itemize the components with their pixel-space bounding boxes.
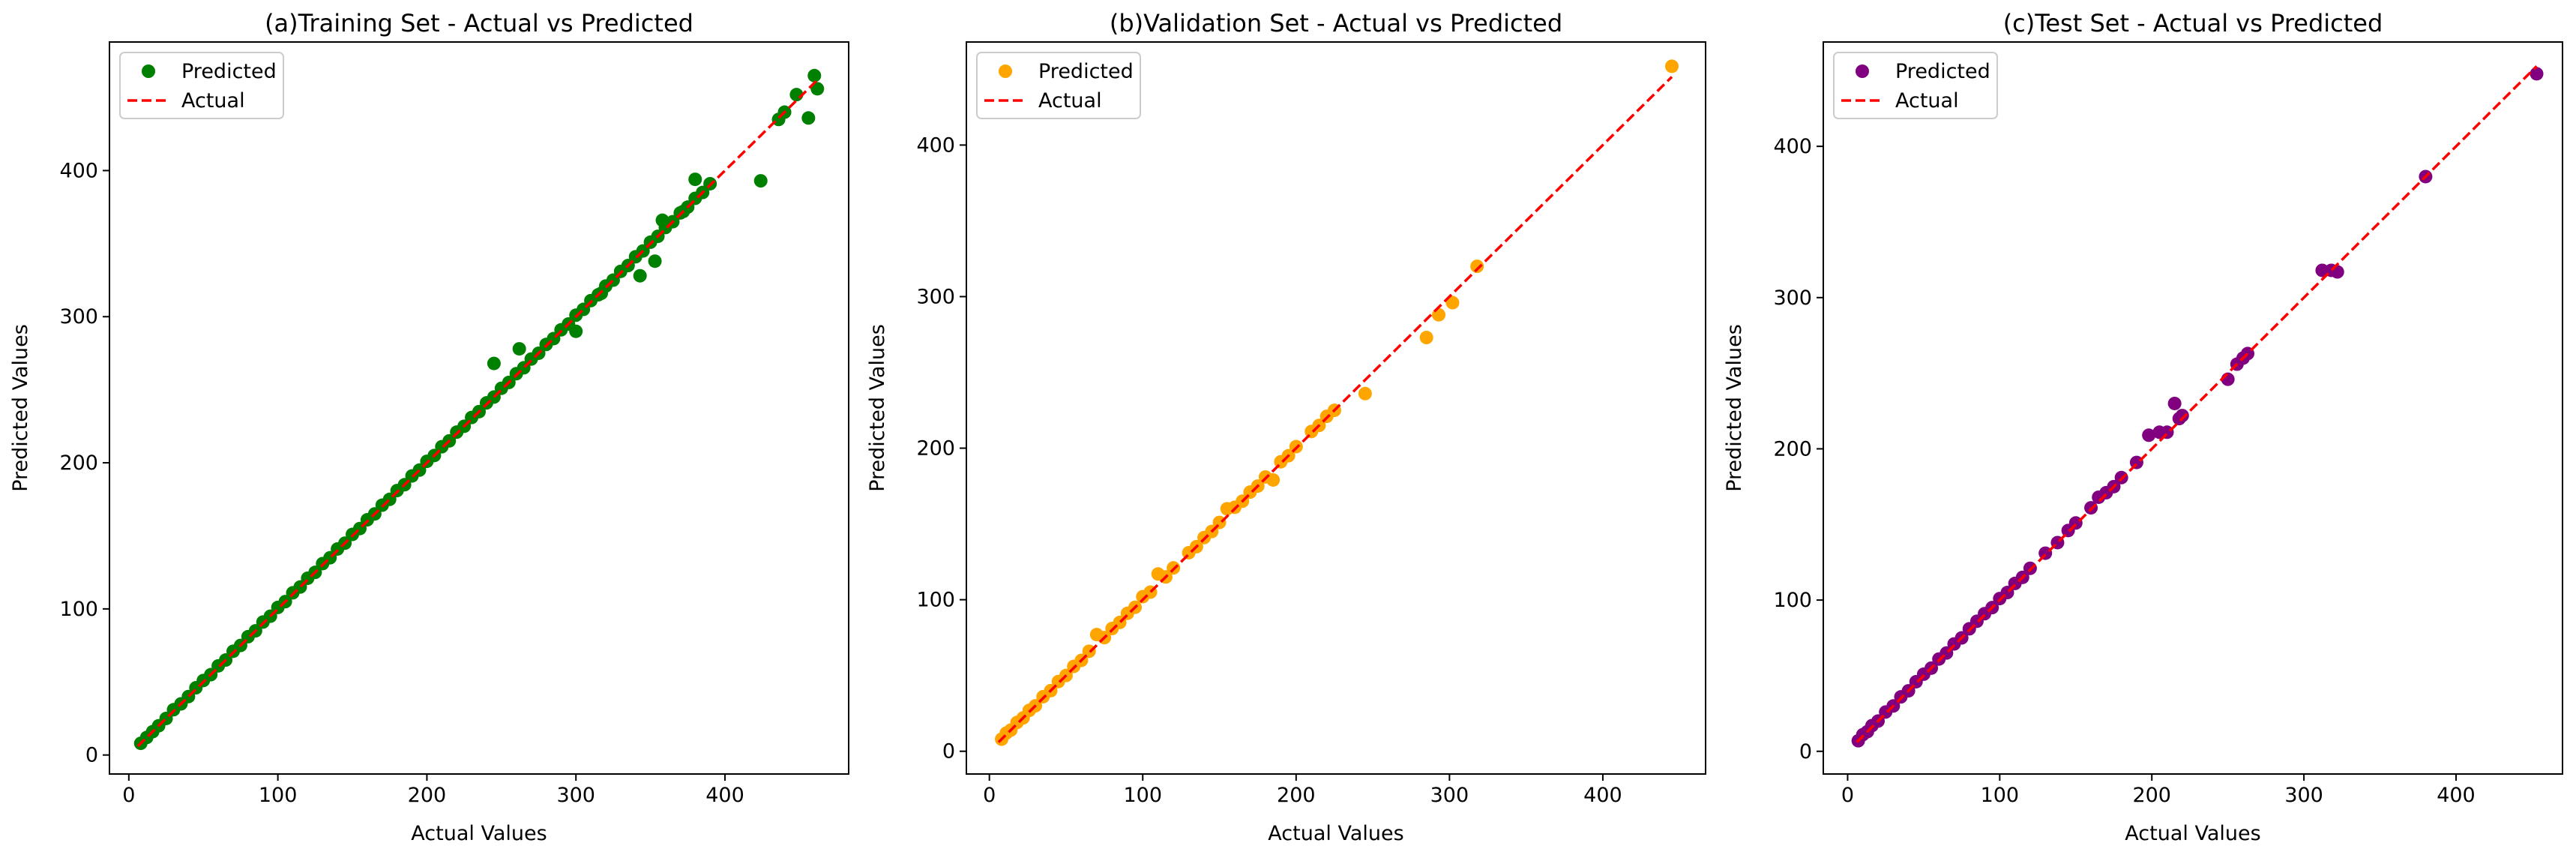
y-tick-label: 400 — [59, 159, 98, 182]
y-tick-label: 0 — [85, 744, 98, 767]
data-point — [648, 254, 662, 268]
y-axis-label: Predicted Values — [1723, 324, 1746, 492]
legend-label-predicted: Predicted — [181, 60, 277, 83]
data-point — [569, 324, 583, 338]
charts: (a)Training Set - Actual vs Predicted 0 10… — [9, 9, 2563, 845]
legend-label-predicted: Predicted — [1895, 60, 1990, 83]
y-tick-label: 300 — [1773, 286, 1812, 310]
legend-label-actual: Actual — [1038, 89, 1102, 112]
x-tick-label: 300 — [1430, 784, 1469, 807]
scatter-points — [1851, 67, 2544, 748]
x-axis-label: Actual Values — [1268, 822, 1403, 845]
legend: Predicted Actual — [1833, 52, 1998, 119]
x-axis-label: Actual Values — [2125, 822, 2260, 845]
x-tick-label: 100 — [1981, 784, 2020, 807]
y-tick-label: 100 — [59, 598, 98, 621]
y-tick-label: 0 — [942, 740, 955, 764]
y-tick-label: 400 — [916, 134, 955, 157]
plot-frame — [966, 41, 1706, 775]
chart-panel-1: (a)Training Set - Actual vs Predicted 0 10… — [9, 9, 849, 845]
legend-label-actual: Actual — [1895, 89, 1959, 112]
data-point — [512, 342, 526, 356]
data-point — [1445, 296, 1460, 310]
data-point — [2175, 409, 2189, 423]
x-tick-label: 0 — [122, 784, 135, 807]
data-point — [753, 174, 768, 188]
actual-line — [997, 76, 1673, 743]
x-tick-label: 400 — [705, 784, 744, 807]
data-point — [688, 172, 702, 187]
y-tick-label: 100 — [916, 589, 955, 612]
legend-marker-predicted — [142, 64, 155, 78]
legend-box — [119, 52, 284, 119]
legend-label-actual: Actual — [181, 89, 245, 112]
legend-box — [1833, 52, 1998, 119]
data-point — [2530, 67, 2544, 81]
x-tick-label: 100 — [1123, 784, 1162, 807]
data-point — [487, 356, 501, 370]
scatter-points — [995, 59, 1679, 746]
data-point — [633, 268, 647, 283]
x-tick-label: 0 — [983, 784, 996, 807]
chart-title: (c)Test Set - Actual vs Predicted — [2003, 9, 2383, 38]
plot-frame — [1823, 41, 2563, 775]
x-axis-label: Actual Values — [411, 822, 547, 845]
x-tick-label: 400 — [2437, 784, 2476, 807]
data-point — [2330, 265, 2344, 279]
legend-label-predicted: Predicted — [1038, 60, 1134, 83]
y-tick-label: 300 — [59, 305, 98, 328]
x-tick-label: 200 — [408, 784, 447, 807]
legend-marker-predicted — [1856, 64, 1869, 78]
x-tick-label: 300 — [556, 784, 595, 807]
chart-title: (b)Validation Set - Actual vs Predicted — [1110, 9, 1562, 38]
chart-panel-3: (c)Test Set - Actual vs Predicted 0 100 200… — [1723, 9, 2563, 845]
data-point — [1664, 59, 1679, 74]
x-tick-label: 0 — [1841, 784, 1854, 807]
data-point — [655, 213, 669, 227]
plot-frame — [109, 41, 849, 775]
x-tick-label: 300 — [2284, 784, 2323, 807]
y-tick-label: 100 — [1773, 589, 1812, 612]
legend-box — [976, 52, 1141, 119]
y-axis-label: Predicted Values — [866, 324, 889, 492]
data-point — [801, 111, 816, 125]
legend-marker-predicted — [999, 64, 1012, 78]
y-tick-label: 0 — [1799, 740, 1812, 764]
actual-line — [1856, 65, 2538, 743]
y-tick-label: 200 — [916, 437, 955, 460]
x-tick-label: 100 — [259, 784, 298, 807]
legend: Predicted Actual — [119, 52, 284, 119]
actual-line — [136, 79, 819, 748]
legend: Predicted Actual — [976, 52, 1141, 119]
scatter-points — [133, 68, 825, 751]
chart-panel-2: (b)Validation Set - Actual vs Predicted 0… — [866, 9, 1706, 845]
data-point — [1266, 472, 1281, 487]
y-tick-label: 200 — [1773, 437, 1812, 460]
y-tick-label: 200 — [59, 452, 98, 475]
data-point — [807, 68, 822, 82]
data-point — [1419, 331, 1433, 345]
data-point — [810, 82, 825, 96]
x-tick-label: 200 — [1277, 784, 1316, 807]
x-tick-label: 200 — [2132, 784, 2171, 807]
x-tick-label: 400 — [1583, 784, 1622, 807]
y-axis-label: Predicted Values — [9, 324, 32, 492]
y-tick-label: 300 — [916, 285, 955, 308]
data-point — [2167, 396, 2182, 410]
data-point — [2142, 428, 2156, 442]
data-point — [1358, 386, 1372, 400]
y-tick-label: 400 — [1773, 135, 1812, 158]
data-point — [1470, 260, 1484, 274]
chart-title: (a)Training Set - Actual vs Predicted — [265, 9, 693, 38]
